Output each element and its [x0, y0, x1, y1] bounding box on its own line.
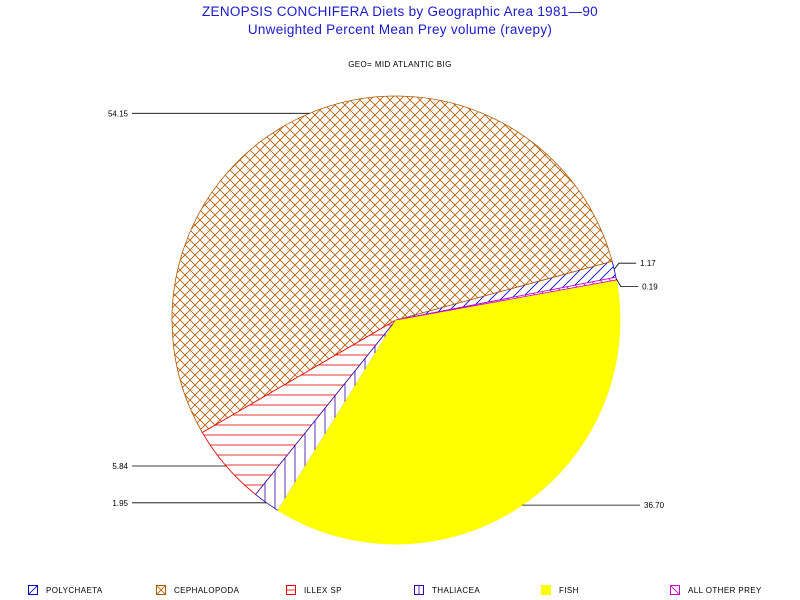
legend-swatch: [286, 585, 296, 595]
legend-swatch: [414, 585, 424, 595]
slice-value-label: 54.15: [108, 109, 129, 118]
legend-swatch: [541, 585, 551, 595]
legend-label: POLYCHAETA: [46, 585, 103, 595]
pie-slice-fish: [277, 279, 621, 545]
legend-item-fish: FISH: [541, 583, 579, 597]
legend-label: ILLEX SP: [304, 585, 342, 595]
slice-value-label: 5.84: [112, 462, 128, 471]
slice-labels: 1.17 54.15 5.84 1.95 36.70 0.19: [108, 109, 665, 510]
chart-title: ZENOPSIS CONCHIFERA Diets by Geographic …: [201, 4, 598, 19]
legend-item-illex-sp: ILLEX SP: [286, 583, 342, 597]
leader-line: [615, 278, 639, 288]
slice-value-label: 0.19: [642, 283, 658, 292]
legend-swatch: [28, 585, 38, 595]
legend-label: FISH: [559, 585, 579, 595]
legend-label: THALIACEA: [432, 585, 481, 595]
chart-subtitle: Unweighted Percent Mean Prey volume (rav…: [247, 22, 553, 37]
legend-item-thaliacea: THALIACEA: [414, 583, 480, 597]
slice-value-label: 36.70: [644, 501, 665, 510]
legend-label: CEPHALOPODA: [174, 585, 240, 595]
pie-slices: [171, 95, 621, 545]
slice-value-label: 1.17: [640, 259, 656, 268]
legend-item-cephalopoda: CEPHALOPODA: [156, 583, 239, 597]
leader-line: [613, 262, 637, 270]
slice-value-label: 1.95: [112, 499, 128, 508]
pie-slice-all-other-prey: [395, 276, 617, 321]
legend-swatch: [670, 585, 680, 595]
legend-item-polychaeta: POLYCHAETA: [28, 583, 103, 597]
group-label: GEO= MID ATLANTIC BIG: [348, 60, 452, 69]
pie-slice-cephalopoda: [171, 95, 613, 434]
legend-item-all-other-prey: ALL OTHER PREY: [670, 583, 762, 597]
leader-lines: [132, 112, 640, 506]
legend: POLYCHAETA CEPHALOPODA ILLEX SP THALIACEA FI…: [0, 583, 800, 599]
legend-label: ALL OTHER PREY: [688, 585, 762, 595]
legend-swatch: [156, 585, 166, 595]
